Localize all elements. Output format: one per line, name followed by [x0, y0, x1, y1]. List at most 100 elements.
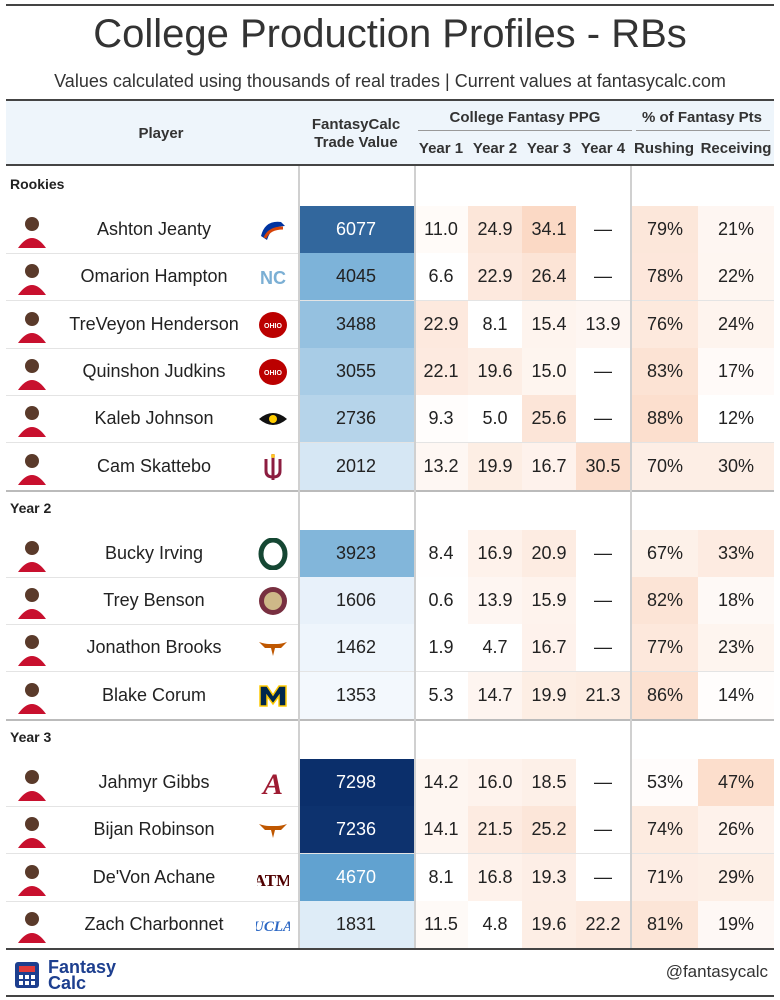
ppg-year-3-cell: 15.0	[522, 348, 576, 395]
player-headshot-icon	[14, 536, 50, 572]
receiving-pct-cell: 29%	[698, 854, 774, 901]
ohio-state-logo-icon: OHIO	[256, 308, 290, 342]
iowa-logo-icon	[256, 402, 290, 436]
svg-text:NC: NC	[260, 268, 286, 288]
rushing-pct-cell: 81%	[632, 901, 698, 948]
trade-value-cell: 1831	[298, 901, 414, 948]
table-row: Omarion Hampton NC 4045 6.6 22.9 26.4—78% 22%	[6, 253, 774, 301]
page-title: College Production Profiles - RBs	[93, 12, 687, 56]
header-pct-underline	[636, 130, 770, 131]
receiving-pct-cell: 23%	[698, 624, 774, 671]
ucla-logo-icon: UCLA	[256, 908, 290, 942]
player-name: Bucky Irving	[104, 543, 204, 563]
rushing-pct-cell: 53%	[632, 759, 698, 806]
table-row: Bucky Irving 3923 8.4 16.9 20.9—67% 33%	[6, 530, 774, 578]
ppg-year-4-cell: —	[576, 759, 630, 806]
ppg-year-3-cell: 18.5	[522, 759, 576, 806]
arizona-state-logo-icon	[256, 450, 290, 484]
header-year-3: Year 3	[526, 140, 572, 157]
ppg-year-2-cell: 8.1	[468, 301, 522, 348]
receiving-pct-cell: 19%	[698, 901, 774, 948]
header-bottom-rule	[6, 164, 774, 166]
svg-text:OHIO: OHIO	[264, 323, 282, 330]
ppg-year-4-cell: —	[576, 624, 630, 671]
section-rule	[6, 490, 774, 492]
ppg-year-2-cell: 24.9	[468, 206, 522, 253]
ppg-year-4-cell: —	[576, 530, 630, 577]
trade-value-cell: 4045	[298, 253, 414, 300]
ppg-year-3-cell: 26.4	[522, 253, 576, 300]
section-label: Year 3	[10, 729, 52, 745]
header-trade-value-line1: FantasyCalc	[311, 116, 401, 133]
ppg-year-4-cell: —	[576, 395, 630, 442]
player-headshot-icon	[14, 449, 50, 485]
header-rushing: Rushing	[634, 140, 694, 157]
player-headshot-icon	[14, 678, 50, 714]
trade-value-cell: 3055	[298, 348, 414, 395]
trade-value-cell: 1606	[298, 577, 414, 624]
ppg-year-2-cell: 16.9	[468, 530, 522, 577]
player-headshot-icon	[14, 259, 50, 295]
player-name: Ashton Jeanty	[96, 219, 212, 239]
separator-before-ppg	[414, 166, 416, 948]
texas-logo-icon	[256, 813, 290, 847]
ppg-year-1-cell: 11.5	[414, 901, 468, 948]
oregon-logo-icon	[256, 537, 290, 571]
player-name: Omarion Hampton	[80, 266, 228, 286]
player-headshot-icon	[14, 907, 50, 943]
player-name: Jahmyr Gibbs	[98, 772, 210, 792]
ppg-year-1-cell: 9.3	[414, 395, 468, 442]
ppg-year-1-cell: 13.2	[414, 443, 468, 490]
brand-line1: Fantasy	[48, 957, 117, 977]
receiving-pct-cell: 12%	[698, 395, 774, 442]
receiving-pct-cell: 21%	[698, 206, 774, 253]
calculator-icon	[15, 962, 39, 988]
rushing-pct-cell: 76%	[632, 301, 698, 348]
ppg-year-1-cell: 14.2	[414, 759, 468, 806]
header-trade-value: FantasyCalc Trade Value	[298, 116, 414, 152]
table-row: Blake Corum 1353 5.3 14.7 19.9 21.3 86% 14%	[6, 672, 774, 720]
ppg-year-2-cell: 4.8	[468, 901, 522, 948]
table-row: Jonathon Brooks 1462 1.9 4.7 16.7—77% 23%	[6, 624, 774, 672]
table-row: Quinshon Judkins OHIO 3055 22.1 19.6 15.0—83%…	[6, 348, 774, 396]
ppg-year-3-cell: 20.9	[522, 530, 576, 577]
rushing-pct-cell: 70%	[632, 443, 698, 490]
ppg-year-2-cell: 13.9	[468, 577, 522, 624]
page-subtitle: Values calculated using thousands of rea…	[54, 71, 726, 91]
table-row: Jahmyr Gibbs A 7298 14.2 16.0 18.5—53% 47%	[6, 759, 774, 807]
player-headshot-icon	[14, 630, 50, 666]
separator-before-pct	[630, 166, 632, 948]
player-headshot-icon	[14, 812, 50, 848]
trade-value-cell: 1353	[298, 672, 414, 719]
header-receiving: Receiving	[700, 140, 772, 157]
table-row: Zach Charbonnet UCLA 183111.54.819.622.281…	[6, 901, 774, 949]
rushing-pct-cell: 71%	[632, 854, 698, 901]
receiving-pct-cell: 30%	[698, 443, 774, 490]
ppg-year-1-cell: 0.6	[414, 577, 468, 624]
receiving-pct-cell: 14%	[698, 672, 774, 719]
ppg-year-1-cell: 1.9	[414, 624, 468, 671]
ppg-year-3-cell: 34.1	[522, 206, 576, 253]
ppg-year-1-cell: 8.1	[414, 854, 468, 901]
brand-line2: Calc	[48, 973, 87, 993]
svg-text:UCLA: UCLA	[256, 919, 290, 935]
player-headshot-icon	[14, 354, 50, 390]
ppg-year-2-cell: 19.9	[468, 443, 522, 490]
player-headshot-icon	[14, 401, 50, 437]
ppg-year-2-cell: 14.7	[468, 672, 522, 719]
trade-value-cell: 3488	[298, 301, 414, 348]
trade-value-cell: 7298	[298, 759, 414, 806]
ppg-year-3-cell: 25.2	[522, 806, 576, 853]
header-pct-group: % of Fantasy Pts	[641, 109, 763, 126]
header-year-1: Year 1	[418, 140, 464, 157]
ppg-year-3-cell: 19.6	[522, 901, 576, 948]
section-label: Year 2	[10, 499, 52, 516]
michigan-logo-icon	[256, 679, 290, 713]
ppg-year-4-cell: 13.9	[576, 301, 630, 348]
header-player: Player	[138, 125, 184, 142]
ppg-year-2-cell: 5.0	[468, 395, 522, 442]
player-name: Trey Benson	[103, 590, 205, 610]
ppg-year-4-cell: —	[576, 253, 630, 300]
ppg-year-4-cell: —	[576, 854, 630, 901]
player-name: Blake Corum	[101, 685, 207, 705]
